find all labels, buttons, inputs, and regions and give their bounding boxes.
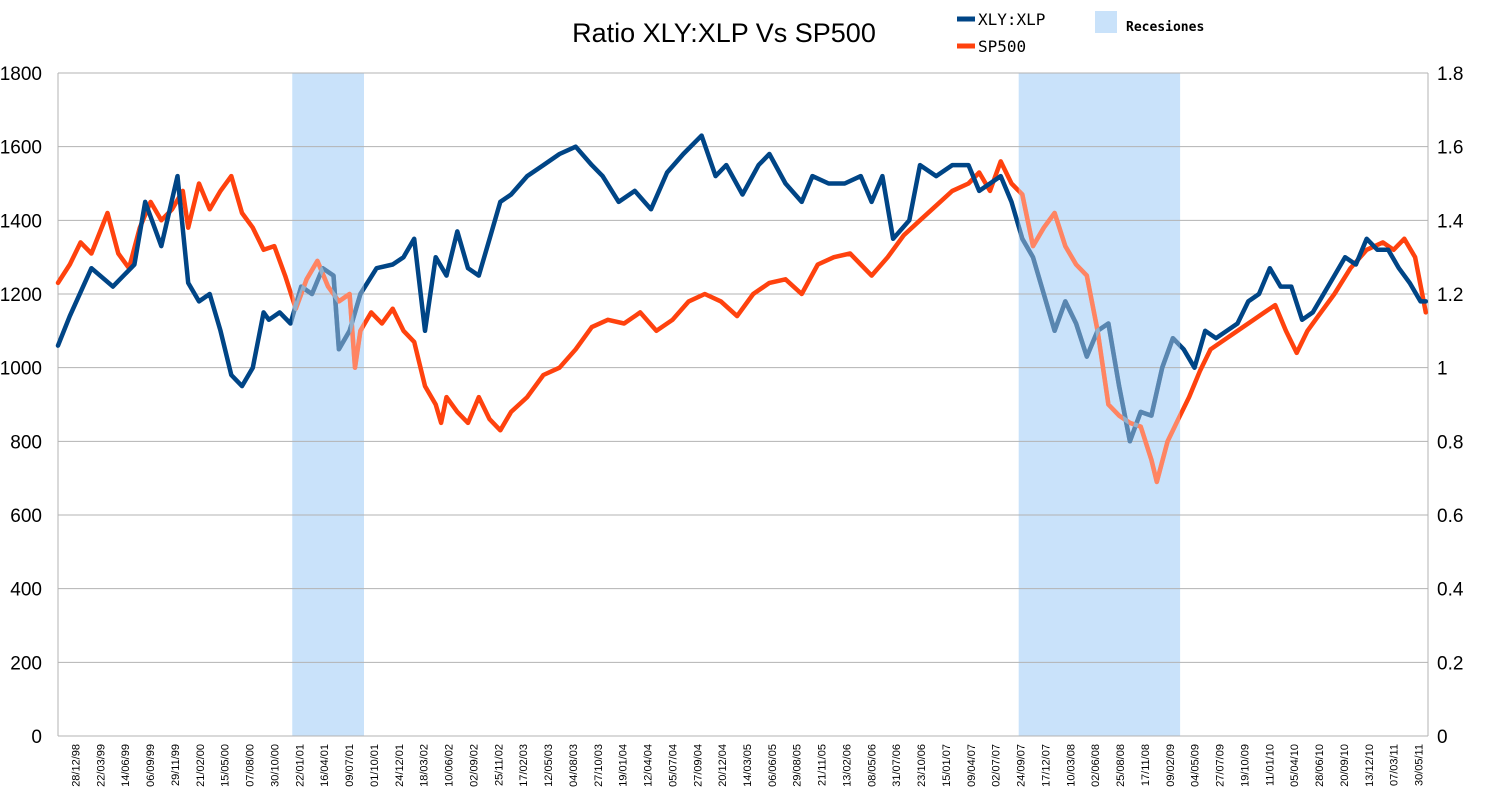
- x-tick-33: 31/07/06: [891, 744, 903, 787]
- recession-band-0: [292, 73, 364, 736]
- x-tick-26: 20/12/04: [717, 744, 729, 787]
- x-tick-16: 02/09/02: [468, 744, 480, 787]
- x-tick-46: 27/07/09: [1215, 744, 1227, 787]
- x-tick-24: 05/07/04: [667, 744, 679, 787]
- y-tick-left-7: 1400: [0, 211, 42, 232]
- x-tick-22: 19/01/04: [618, 744, 630, 787]
- x-tick-27: 14/03/05: [742, 744, 754, 787]
- tick-labels: 0 200 400 600 800 1000 1200 1400 1600 1800 0 0.2 0.4…: [0, 64, 1464, 787]
- x-tick-10: 16/04/01: [319, 744, 331, 787]
- chart-title: Ratio XLY:XLP Vs SP500: [572, 18, 876, 48]
- x-tick-30: 21/11/05: [817, 744, 829, 786]
- series-line-sp500: [55, 159, 1429, 485]
- series-lines: [55, 133, 1429, 485]
- y-tick-left-4: 800: [10, 432, 42, 453]
- x-tick-35: 15/01/07: [941, 744, 953, 787]
- x-tick-8: 30/10/00: [269, 744, 281, 787]
- x-tick-38: 24/09/07: [1016, 744, 1028, 787]
- x-tick-23: 12/04/04: [643, 744, 655, 787]
- x-tick-34: 23/10/06: [916, 744, 928, 787]
- x-tick-15: 10/06/02: [444, 744, 456, 787]
- x-tick-25: 27/09/04: [692, 744, 704, 787]
- x-tick-47: 19/10/09: [1240, 744, 1252, 787]
- x-tick-18: 17/02/03: [518, 744, 530, 787]
- x-tick-12: 01/10/01: [369, 744, 381, 787]
- x-tick-53: 07/03/11: [1389, 744, 1401, 786]
- axes: [57, 73, 1429, 736]
- y-tick-right-5: 1: [1437, 359, 1448, 380]
- x-tick-5: 21/02/00: [195, 744, 207, 787]
- y-tick-right-4: 0.8: [1437, 432, 1463, 453]
- legend-swatch-recesiones: [1095, 11, 1117, 33]
- x-tick-31: 13/02/06: [842, 744, 854, 787]
- x-tick-49: 05/04/10: [1289, 744, 1301, 787]
- y-tick-right-9: 1.8: [1437, 64, 1463, 85]
- x-tick-29: 29/08/05: [792, 744, 804, 787]
- y-tick-right-3: 0.6: [1437, 506, 1463, 527]
- x-tick-51: 20/09/10: [1339, 744, 1351, 787]
- y-tick-left-9: 1800: [0, 64, 42, 85]
- legend: XLY:XLP SP500 Recesiones: [957, 10, 1204, 56]
- x-tick-1: 22/03/99: [95, 744, 107, 787]
- x-tick-17: 25/11/02: [493, 744, 505, 786]
- x-tick-3: 06/09/99: [145, 744, 157, 787]
- y-tick-right-6: 1.2: [1437, 285, 1463, 306]
- recession-bands: [292, 73, 1181, 736]
- x-tick-45: 04/05/09: [1190, 744, 1202, 787]
- x-tick-39: 17/12/07: [1041, 744, 1053, 787]
- series-line-xly-xlp: [55, 133, 1429, 444]
- y-tick-left-1: 200: [10, 653, 42, 674]
- x-tick-2: 14/06/99: [120, 744, 132, 787]
- x-tick-36: 09/04/07: [966, 744, 978, 787]
- x-tick-20: 04/08/03: [568, 744, 580, 787]
- x-tick-19: 12/05/03: [543, 744, 555, 787]
- legend-label-sp500: SP500: [978, 37, 1026, 56]
- x-tick-11: 09/07/01: [344, 744, 356, 787]
- y-tick-left-3: 600: [10, 506, 42, 527]
- x-tick-52: 13/12/10: [1364, 744, 1376, 787]
- gridlines: [58, 72, 1428, 737]
- x-tick-37: 02/07/07: [991, 744, 1003, 787]
- x-tick-42: 25/08/08: [1115, 744, 1127, 787]
- x-tick-50: 28/06/10: [1314, 744, 1326, 787]
- x-tick-13: 24/12/01: [394, 744, 406, 787]
- x-tick-44: 09/02/09: [1165, 744, 1177, 787]
- y-tick-left-8: 1600: [0, 138, 42, 159]
- x-tick-43: 17/11/08: [1140, 744, 1152, 786]
- x-tick-32: 08/05/06: [866, 744, 878, 787]
- x-tick-21: 27/10/03: [593, 744, 605, 787]
- x-tick-0: 28/12/98: [70, 744, 82, 787]
- x-tick-48: 11/01/10: [1264, 744, 1276, 786]
- x-tick-40: 10/03/08: [1065, 744, 1077, 787]
- x-tick-9: 22/01/01: [294, 744, 306, 787]
- legend-label-recesiones: Recesiones: [1126, 20, 1204, 35]
- y-tick-left-2: 400: [10, 580, 42, 601]
- x-tick-54: 30/05/11: [1414, 744, 1426, 786]
- x-tick-28: 06/06/05: [767, 744, 779, 787]
- y-tick-right-1: 0.2: [1437, 653, 1463, 674]
- y-tick-right-2: 0.4: [1437, 580, 1464, 601]
- y-tick-left-0: 0: [31, 727, 42, 748]
- y-tick-right-7: 1.4: [1437, 211, 1464, 232]
- x-tick-7: 07/08/00: [245, 744, 257, 787]
- legend-label-xly-xlp: XLY:XLP: [978, 10, 1045, 29]
- y-tick-right-0: 0: [1437, 727, 1448, 748]
- y-tick-right-8: 1.6: [1437, 138, 1463, 159]
- x-tick-4: 29/11/99: [170, 744, 182, 786]
- y-tick-left-5: 1000: [0, 359, 42, 380]
- x-tick-6: 15/05/00: [220, 744, 232, 787]
- x-tick-14: 18/03/02: [419, 744, 431, 787]
- series-overlay-xly-xlp: [292, 133, 1181, 444]
- x-tick-41: 02/06/08: [1090, 744, 1102, 787]
- y-tick-left-6: 1200: [0, 285, 42, 306]
